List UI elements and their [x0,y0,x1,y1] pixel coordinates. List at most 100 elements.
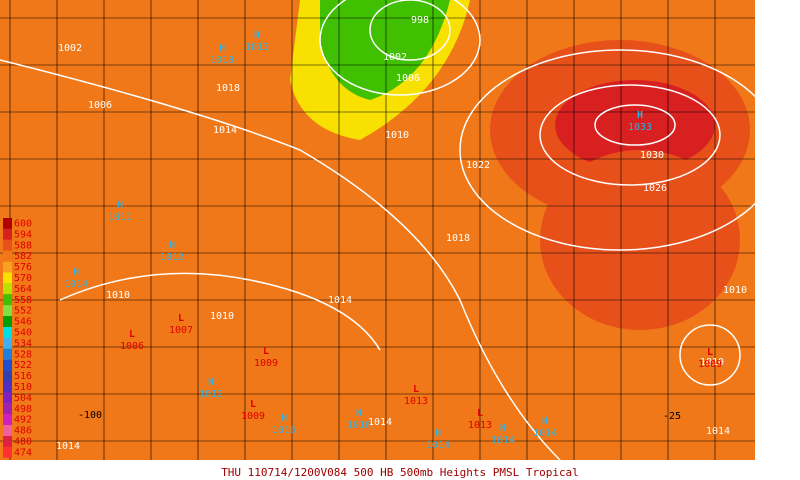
high-pressure: 1014 [533,428,557,439]
green-band [320,0,450,100]
isobar-label: 1010 [700,357,724,368]
legend-swatch [3,392,12,404]
low-pressure: 1007 [169,325,193,336]
isobar-label: 1030 [640,150,664,161]
isobar-label: 1010 [210,311,234,322]
legend-label: 528 [14,349,32,360]
legend-label: 480 [14,437,32,448]
legend-swatch [3,294,12,306]
high-pressure: 1014 [64,279,88,290]
low-pressure: 1009 [254,358,278,369]
high-marker: H [117,200,123,211]
legend-swatch [3,381,12,393]
low-marker: L [413,384,419,395]
legend-label: 576 [14,262,32,273]
low-pressure: 1013 [468,420,492,431]
legend-swatch [3,283,12,295]
isobar-label: 1014 [213,125,237,136]
high-height-area [540,150,740,330]
high-pressure: 1016 [347,420,371,431]
high-marker: H [281,413,287,424]
isobar-label: 1018 [446,233,470,244]
legend-swatch [3,348,12,360]
isobar-label: 1022 [466,160,490,171]
high-height-core [555,80,715,170]
high-pressure: 1014 [426,440,450,451]
high-pressure: 1016 [272,425,296,436]
low-pressure: 1013 [404,396,428,407]
legend-label: 516 [14,371,32,382]
map-labels: 1002 1006 1018 1014 1010 1002 1006 998 1022 1018 1… [56,15,747,452]
legend-swatch [3,239,12,251]
isobar-label: 1014 [328,295,352,306]
isobar-label: 1010 [385,130,409,141]
low-marker: L [263,346,269,357]
footer: THU 110714/1200V084 500 HB 500mb Heights… [221,466,579,479]
legend-label: 534 [14,338,32,349]
high-marker: H [637,110,643,121]
legend-swatch [3,228,12,240]
low-marker: L [178,313,184,324]
legend-label: 540 [14,328,32,339]
high-marker: H [169,240,175,251]
legend-label: 522 [14,360,32,371]
legend-swatch [3,250,12,262]
legend-label: 570 [14,273,32,284]
high-pressure: 1013 [245,42,269,53]
low-pressure: 1009 [241,411,265,422]
legend-label: 504 [14,393,32,404]
low-marker: L [477,408,483,419]
isobar-label: 998 [411,15,429,26]
isobar-label: 1006 [88,100,112,111]
legend-label: 474 [14,447,32,458]
high-marker: H [500,423,506,434]
longitude-label: -25 [663,411,681,422]
isobar-label: 1014 [706,426,730,437]
high-marker: H [208,377,214,388]
low-pressure: 1006 [120,341,144,352]
high-marker: H [254,30,260,41]
high-marker: H [435,428,441,439]
high-marker: H [219,43,225,54]
legend-label: 594 [14,229,32,240]
legend-swatch [3,414,12,426]
high-pressure: 1011 [108,212,132,223]
low-marker: L [707,347,713,358]
isobar-label: 1014 [56,441,80,452]
isobar-label: 1010 [106,290,130,301]
legend-swatch [3,403,12,415]
legend-label: 546 [14,317,32,328]
legend-label: 486 [14,426,32,437]
low-pressure: 1009 [698,359,722,370]
legend-swatch [3,218,12,229]
legend-label: 492 [14,415,32,426]
legend-swatch [3,272,12,284]
legend-swatch [3,337,12,349]
longitude-label: -100 [78,410,102,421]
legend-label: 498 [14,404,32,415]
high-pressure: 1014 [491,435,515,446]
isobars [59,0,741,386]
high-pressure: 1012 [199,389,223,400]
isobar-label: 1002 [383,52,407,63]
legend-swatch [3,436,12,447]
legend-label: 552 [14,306,32,317]
high-marker: H [73,267,79,278]
isobar-label: 1010 [723,285,747,296]
legend-swatch [3,261,12,273]
high-pressure: 1018 [210,55,234,66]
legend-swatch [3,370,12,382]
isobar-label: 1026 [643,183,667,194]
legend-swatch [3,305,12,317]
high-marker: H [356,408,362,419]
legend-label: 588 [14,240,32,251]
isobar-label: 1006 [396,73,420,84]
legend-swatch [3,446,12,458]
legend-swatch [3,327,12,338]
isobar-label: 1002 [58,43,82,54]
legend-swatch [3,359,12,371]
isobar-label: 1014 [368,417,392,428]
legend-swatch [3,316,12,327]
low-marker: L [129,329,135,340]
